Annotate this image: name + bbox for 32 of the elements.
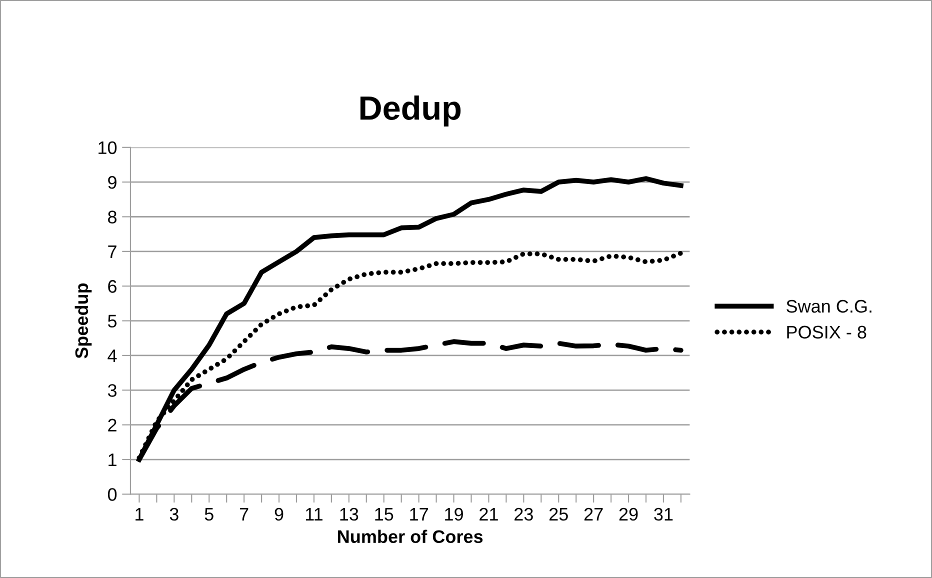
x-tick-label: 1 — [136, 508, 144, 520]
x-tick-label: 11 — [306, 508, 322, 520]
y-tick-label: 9 — [108, 176, 116, 189]
chart-title: Dedup — [360, 95, 461, 127]
x-tick-label: 9 — [274, 508, 284, 521]
x-tick-label: 15 — [375, 508, 394, 521]
y-tick-label: 0 — [108, 488, 117, 501]
x-tick-label: 25 — [549, 508, 568, 521]
y-tick-label: 1 — [108, 454, 116, 466]
y-tick-label: 2 — [108, 418, 116, 432]
y-tick-label: 10 — [98, 141, 117, 154]
legend-label: POSIX - 8 — [787, 326, 866, 339]
x-tick-label: 19 — [445, 508, 463, 521]
x-tick-label: 17 — [410, 508, 428, 520]
x-tick-label: 13 — [340, 508, 358, 521]
x-axis-title: Number of Cores — [338, 530, 483, 544]
legend-label: Swan C.G. — [786, 300, 872, 313]
x-tick-label: 3 — [170, 508, 178, 521]
x-tick-label: 27 — [584, 508, 603, 520]
y-tick-label: 7 — [108, 246, 116, 258]
y-tick-label: 4 — [108, 350, 117, 362]
x-tick-label: 21 — [480, 508, 498, 520]
y-axis-title: Speedup — [74, 283, 92, 358]
x-tick-label: 31 — [654, 508, 673, 521]
y-tick-label: 5 — [108, 314, 117, 328]
y-tick-label: 3 — [108, 384, 116, 397]
x-tick-label: 23 — [514, 508, 533, 521]
x-tick-label: 7 — [240, 508, 248, 520]
y-tick-label: 8 — [108, 210, 116, 224]
y-tick-label: 6 — [108, 280, 116, 293]
x-tick-label: 5 — [204, 508, 214, 521]
x-tick-label: 29 — [619, 508, 638, 521]
